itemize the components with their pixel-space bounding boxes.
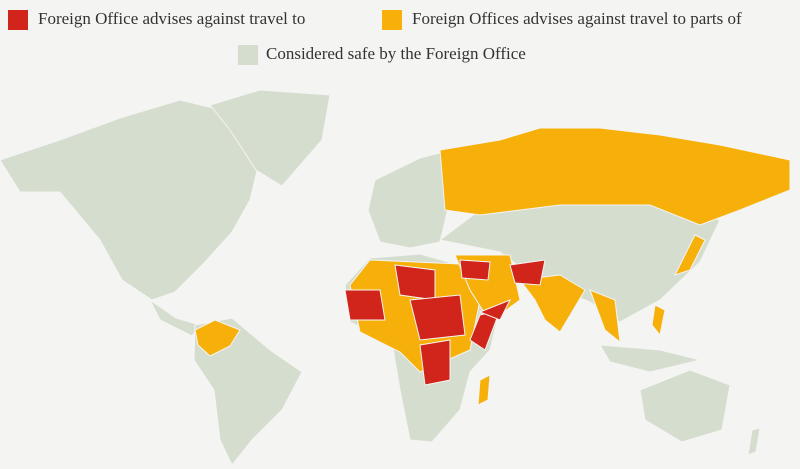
sudan-chad <box>409 294 466 341</box>
greenland <box>209 89 331 187</box>
legend-label: Foreign Offices advises against travel t… <box>412 9 742 28</box>
legend: Foreign Office advises against travel to… <box>8 9 742 65</box>
syria-iraq <box>459 259 491 281</box>
north-america <box>0 99 263 301</box>
new-zealand <box>747 427 761 456</box>
south-asia <box>519 274 586 333</box>
libya <box>394 264 436 301</box>
colombia-venezuela <box>194 319 241 357</box>
world-map <box>0 89 791 466</box>
legend-swatch <box>238 45 258 65</box>
japan <box>674 234 706 276</box>
madagascar <box>477 374 491 406</box>
afghanistan <box>509 259 546 286</box>
russia <box>439 127 791 226</box>
south-america <box>193 317 303 466</box>
legend-label: Foreign Office advises against travel to <box>38 9 305 28</box>
indonesia <box>599 344 701 373</box>
legend-swatch <box>382 10 402 30</box>
southeast-asia <box>589 289 621 344</box>
mali <box>344 289 386 321</box>
yemen <box>478 299 512 321</box>
central-africa <box>419 339 451 386</box>
europe <box>367 149 453 249</box>
australia <box>639 369 731 443</box>
legend-swatch <box>8 10 28 30</box>
legend-label: Considered safe by the Foreign Office <box>266 44 526 63</box>
philippines <box>651 304 666 337</box>
